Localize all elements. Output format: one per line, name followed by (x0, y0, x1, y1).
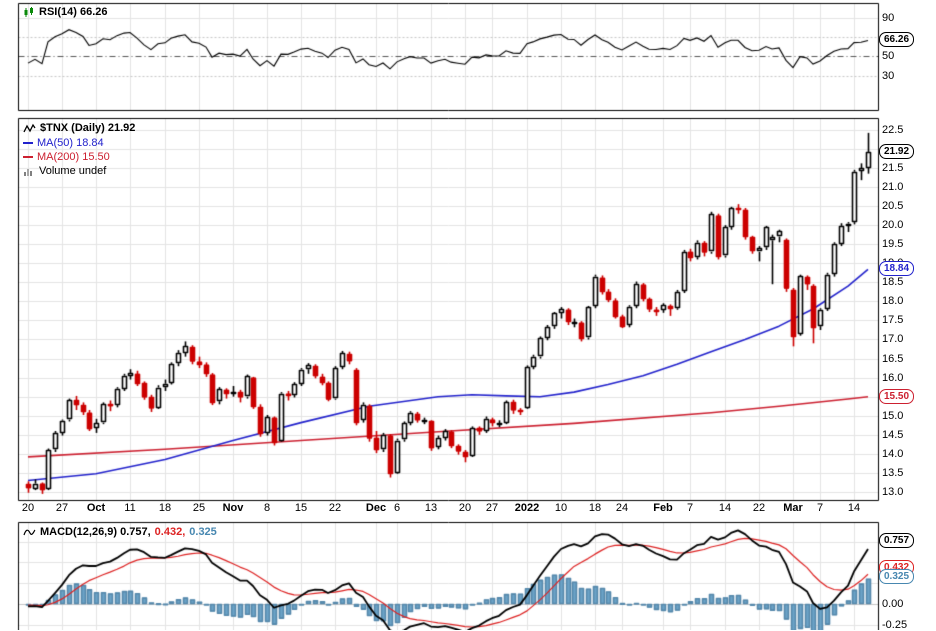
macd-label-main: MACD(12,26,9) 0.757, (40, 526, 151, 538)
macd-value-badge: 0.757 (879, 532, 915, 548)
price-y-tick: 21.5 (882, 161, 904, 174)
x-axis-label: 8 (263, 502, 271, 514)
macd-indicator-icon (23, 529, 36, 535)
x-axis-label: 22 (752, 502, 766, 514)
rsi-label: RSI(14) 66.26 (39, 6, 108, 18)
ma200-label: MA(200) 15.50 (37, 151, 110, 163)
price-y-tick: 13.0 (882, 485, 904, 498)
x-axis-label: 7 (686, 502, 694, 514)
price-y-tick: 17.5 (882, 314, 904, 327)
x-axis-label: 18 (588, 502, 602, 514)
x-axis-label: 24 (615, 502, 629, 514)
x-axis-label: 11 (124, 502, 136, 514)
x-axis-label: Feb (653, 502, 673, 514)
price-y-tick: 21.0 (882, 181, 904, 193)
macd-label-hist: 0.325 (189, 526, 217, 538)
macd-label-row: MACD(12,26,9) 0.757, 0.432, 0.325 (23, 526, 217, 538)
price-y-tick: 20.0 (882, 219, 904, 232)
price-chart-icon (23, 123, 36, 132)
macd-value-badge: 0.325 (879, 568, 915, 584)
price-y-tick: 14.0 (882, 447, 904, 460)
price-y-tick: 14.5 (882, 428, 904, 441)
price-title-row: $TNX (Daily) 21.92 (23, 122, 135, 134)
price-y-tick: 18.0 (882, 295, 904, 308)
ma200-label-row: MA(200) 15.50 (23, 151, 110, 163)
x-axis-label: Nov (222, 502, 244, 514)
x-axis-label: 20 (458, 502, 472, 514)
x-axis-label: 27 (55, 502, 69, 514)
price-y-tick: 15.0 (882, 409, 904, 422)
volume-icon (24, 168, 32, 176)
price-y-tick: 20.5 (882, 200, 904, 213)
price-y-tick: 19.5 (882, 238, 904, 251)
rsi-y-tick: 90 (882, 11, 895, 24)
rsi-label-row: RSI(14) 66.26 (23, 6, 107, 18)
ma50-label: MA(50) 18.84 (37, 137, 104, 149)
x-axis-label: 10 (554, 502, 568, 514)
price-value-badge: 15.50 (879, 388, 915, 404)
x-axis-label: 22 (328, 502, 342, 514)
price-y-tick: 16.0 (882, 371, 904, 384)
volume-label-row: Volume undef (23, 165, 106, 177)
x-axis-label: 15 (294, 502, 308, 514)
x-axis-label: Oct (86, 502, 106, 514)
macd-y-tick: -0.25 (882, 618, 908, 631)
x-axis-label: 27 (485, 502, 499, 514)
ma50-label-row: MA(50) 18.84 (23, 137, 104, 149)
x-axis-label: Dec (365, 502, 387, 514)
price-value-badge: 18.84 (879, 261, 915, 277)
x-axis-label: 6 (393, 502, 401, 514)
ma50-line-swatch (23, 142, 33, 144)
x-axis-label: Mar (783, 502, 803, 514)
x-axis-label: 14 (718, 502, 732, 514)
price-y-tick: 16.5 (882, 352, 904, 365)
x-axis-label: 2022 (514, 502, 540, 514)
x-axis-label: 7 (816, 502, 824, 514)
x-axis-label: 20 (21, 502, 35, 514)
x-axis-label: 13 (424, 502, 438, 514)
price-y-tick: 22.5 (882, 123, 904, 136)
price-y-tick: 18.5 (882, 276, 904, 289)
price-value-badge: 21.92 (879, 143, 915, 159)
x-axis-label: 25 (192, 502, 206, 514)
ma200-line-swatch (23, 156, 33, 158)
volume-label: Volume undef (39, 165, 107, 177)
x-axis-label: 14 (847, 502, 861, 514)
price-y-tick: 17.0 (882, 333, 904, 346)
x-axis-label: 18 (158, 502, 172, 514)
rsi-value-badge: 66.26 (879, 32, 915, 48)
price-y-tick: 13.5 (882, 466, 904, 479)
macd-label-signal: 0.432, (154, 526, 186, 538)
rsi-indicator-icon (24, 6, 33, 17)
macd-y-tick: 0.00 (882, 597, 904, 610)
rsi-y-tick: 50 (882, 50, 895, 63)
rsi-y-tick: 30 (882, 69, 895, 82)
price-title: $TNX (Daily) 21.92 (40, 122, 136, 134)
